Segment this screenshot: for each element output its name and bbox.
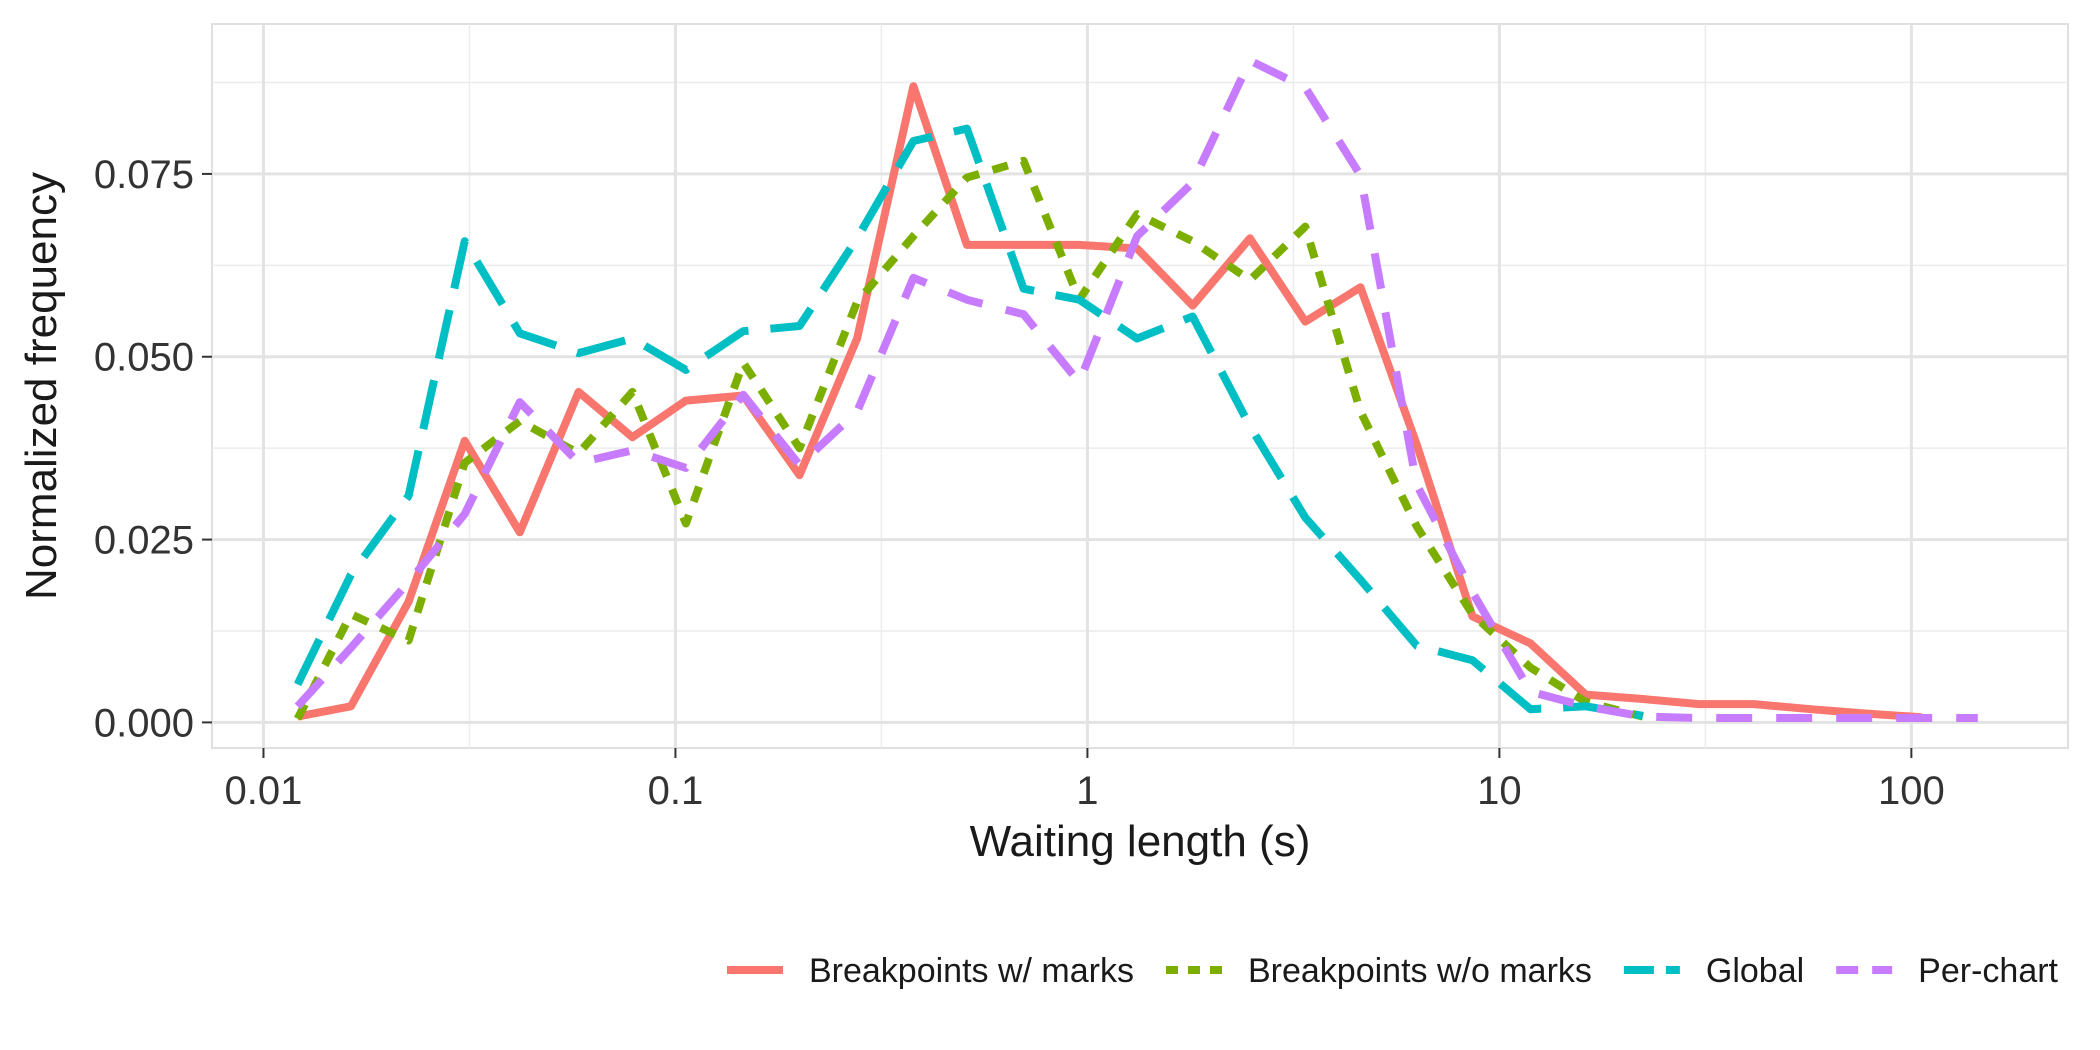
major-gridlines: [212, 24, 2068, 748]
legend-item: Per-chart: [1836, 952, 2059, 990]
series-line-breakpoints-w-marks: [296, 82, 1923, 722]
x-tick-label: 100: [1878, 769, 1945, 813]
series-line-global: [294, 124, 1644, 720]
y-tick-label: 0.000: [94, 701, 194, 745]
series-lines: [294, 56, 1978, 722]
x-tick-label: 10: [1477, 769, 1522, 813]
minor-gridlines: [212, 24, 2068, 748]
x-tick-label: 0.01: [225, 769, 303, 813]
legend-item: Breakpoints w/ marks: [726, 952, 1134, 990]
legend-label: Global: [1706, 952, 1804, 990]
legend-label: Breakpoints w/ marks: [809, 952, 1134, 990]
legend-item: Breakpoints w/o marks: [1165, 952, 1592, 990]
y-tick-label: 0.050: [94, 336, 194, 380]
y-axis-title: Normalized frequency: [17, 172, 66, 600]
legend-label: Per-chart: [1918, 952, 2058, 990]
y-tick-label: 0.075: [94, 153, 194, 197]
series-line-breakpoints-w-o-marks: [294, 156, 1644, 721]
x-axis-title: Waiting length (s): [970, 817, 1311, 866]
series-line-per-chart: [294, 56, 1978, 722]
x-tick-label: 0.1: [648, 769, 704, 813]
x-tick-label: 1: [1076, 769, 1098, 813]
legend-item: Global: [1623, 952, 1804, 990]
panel-background: [211, 23, 2069, 749]
legend: Breakpoints w/ marks Breakpoints w/o mark…: [726, 952, 2059, 990]
plot-panel: [211, 23, 2069, 749]
x-axis: 0.01 0.1 1 10 100: [225, 748, 1945, 813]
y-tick-label: 0.025: [94, 519, 194, 563]
legend-label: Breakpoints w/o marks: [1248, 952, 1592, 990]
y-axis: 0.000 0.025 0.050 0.075: [94, 153, 212, 745]
